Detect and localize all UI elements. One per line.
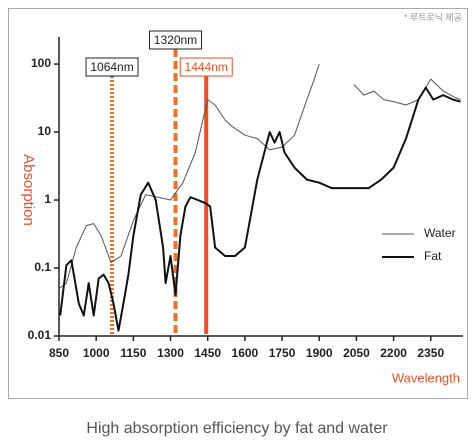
y-tick-label: 1 [44, 192, 51, 206]
x-tick-label: 1000 [83, 346, 110, 360]
marker-label: 1444nm [185, 60, 228, 74]
marker-label-box [85, 57, 139, 77]
marker-label-box [148, 30, 202, 50]
x-tick-label: 1750 [269, 346, 296, 360]
x-tick-label: 2350 [417, 346, 444, 360]
x-tick-label: 1150 [120, 346, 146, 360]
marker-label: 1064nm [90, 60, 133, 74]
chart-frame [8, 8, 468, 399]
x-axis-label: Wavelength [392, 370, 460, 385]
y-tick-label: 0.1 [34, 260, 51, 274]
x-tick-label: 1600 [232, 346, 259, 360]
y-axis-label: Absorption [20, 154, 37, 226]
y-tick-label: 0.01 [28, 328, 52, 342]
marker-label: 1320nm [154, 33, 197, 47]
x-tick-label: 2050 [343, 346, 370, 360]
y-tick-label: 10 [38, 124, 52, 138]
y-tick-label: 100 [31, 56, 51, 70]
series-line [59, 86, 461, 332]
x-tick-label: 1300 [157, 346, 184, 360]
x-tick-label: 850 [49, 346, 69, 360]
legend-label: Water [424, 226, 456, 240]
x-tick-label: 2200 [380, 346, 407, 360]
legend-label: Fat [424, 249, 442, 263]
series-line [58, 63, 461, 289]
source-note: * 루트로닉 제공 [404, 12, 462, 22]
marker-label-box [179, 57, 233, 77]
caption: High absorption efficiency by fat and wa… [86, 420, 388, 437]
x-tick-label: 1450 [194, 346, 221, 360]
x-tick-label: 1900 [306, 346, 333, 360]
